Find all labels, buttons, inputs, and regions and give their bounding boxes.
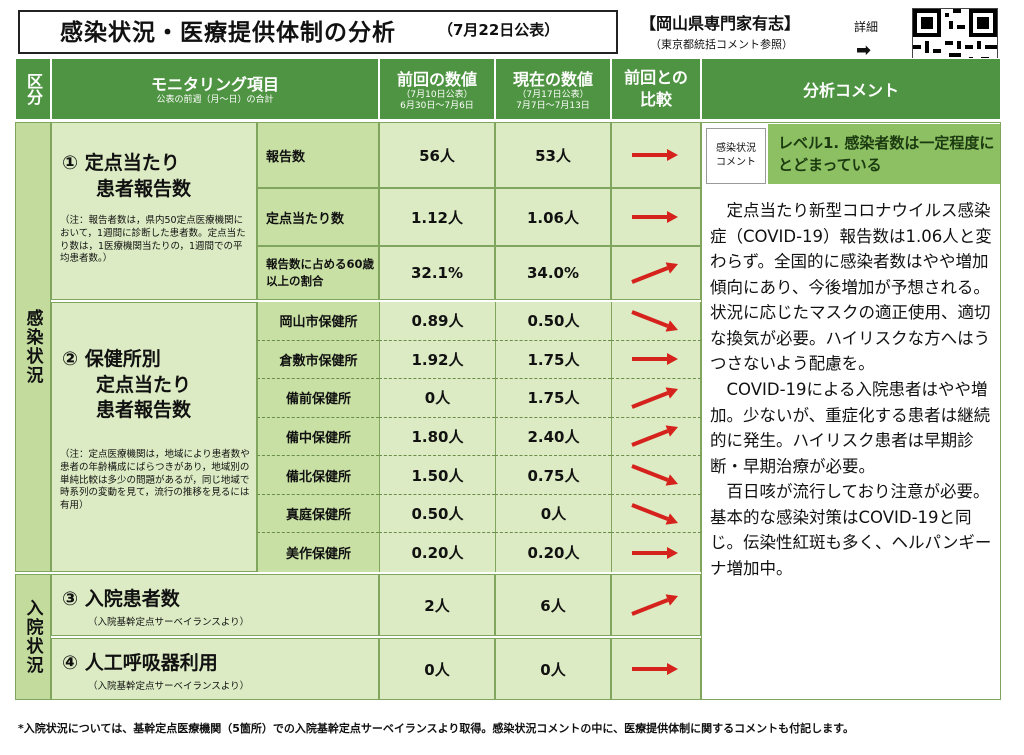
row-label: 報告数に占める60歳以上の割合 [257, 246, 379, 300]
row-label: 備北保健所 [257, 456, 379, 495]
row-curr: 0.20人 [495, 533, 611, 572]
analysis-comment: 定点当たり新型コロナウイルス感染症（COVID-19）報告数は1.06人と変わら… [710, 201, 992, 578]
row-curr: 0.75人 [495, 456, 611, 495]
row-curr: 53人 [495, 122, 611, 188]
item4-note: （入院基幹定点サーベイランスより） [88, 681, 250, 692]
item4-title: ④ 人工呼吸器利用 [62, 652, 218, 674]
row-prev: 0人 [379, 379, 495, 418]
trend-arrow-icon [611, 533, 701, 572]
row-prev: 1.50人 [379, 456, 495, 495]
trend-arrow-icon [611, 494, 701, 534]
item3-block: ③ 入院患者数 （入院基幹定点サーベイランスより） [51, 574, 379, 636]
comment-tag: 感染状況 コメント [706, 128, 766, 184]
col-curr-header: 現在の数値 （7月17日公表） 7月7日～7月13日 [495, 58, 611, 120]
item2-title2: 定点当たり [96, 373, 192, 396]
trend-arrow-icon [611, 302, 701, 341]
title-box [18, 10, 618, 54]
row-prev: 1.12人 [379, 188, 495, 246]
item2-title3: 患者報告数 [96, 399, 192, 422]
category-hospital: 入院状況 [15, 574, 51, 700]
footnote: *入院状況については、基幹定点医療機関（5箇所）での入院基幹定点サーベイランスよ… [18, 722, 854, 735]
item2-block: ② 保健所別 定点当たり 患者報告数 （注：定点医療機関は，地域により患者数や患… [51, 302, 257, 572]
row-prev: 0.20人 [379, 533, 495, 572]
row-label: 備中保健所 [257, 417, 379, 457]
row-label: 岡山市保健所 [257, 302, 379, 341]
org-sub: （東京都統括コメント参照） [650, 38, 793, 51]
row-curr: 0.50人 [495, 302, 611, 341]
item3-curr: 6人 [495, 574, 611, 636]
item3-title: ③ 入院患者数 [62, 588, 180, 610]
trend-arrow-icon [611, 188, 701, 246]
trend-arrow-icon [611, 340, 701, 380]
item2-rows: 岡山市保健所 0.89人 0.50人 倉敷市保健所 1.92人 1.75人 備前保健所 0人 1… [257, 302, 701, 572]
item3-note: （入院基幹定点サーベイランスより） [88, 617, 250, 628]
trend-arrow-icon [611, 417, 701, 457]
row-curr: 1.06人 [495, 188, 611, 246]
col-comment-header: 分析コメント [701, 58, 1001, 120]
col-item-header: モニタリング項目 公表の前週（月～日）の合計 [51, 58, 379, 120]
row-curr: 1.75人 [495, 379, 611, 418]
item3-prev: 2人 [379, 574, 495, 636]
col-compare-header: 前回との比較 [611, 58, 701, 120]
row-label: 備前保健所 [257, 379, 379, 418]
col-prev-header: 前回の数値 （7月10日公表） 6月30日～7月6日 [379, 58, 495, 120]
item2-title: ② 保健所別 [62, 348, 161, 370]
item1-rows: 報告数 56人 53人 定点当たり数 1.12人 1.06人 報告数に占める60… [257, 122, 701, 300]
item1-title2: 患者報告数 [96, 177, 192, 200]
item2-note: （注：定点医療機関は，地域により患者数や患者の年齢構成にばらつきがあり，地域別の… [60, 449, 250, 512]
item1-block: ① 定点当たり 患者報告数 （注：報告者数は，県内50定点医療機関において，1週… [51, 122, 257, 300]
arrow-right-icon[interactable]: ➡ [856, 40, 872, 61]
row-label: 定点当たり数 [257, 188, 379, 246]
level-banner: レベル1. 感染者数は一定程度にとどまっている [768, 124, 1000, 184]
row-curr: 34.0% [495, 246, 611, 300]
trend-arrow-icon [611, 574, 701, 636]
item4-curr: 0人 [495, 638, 611, 700]
row-curr: 0人 [495, 494, 611, 534]
trend-arrow-icon [611, 456, 701, 495]
trend-arrow-icon [611, 638, 701, 700]
row-label: 美作保健所 [257, 533, 379, 572]
row-curr: 1.75人 [495, 340, 611, 380]
col-category-header: 区分 [15, 58, 51, 120]
trend-arrow-icon [611, 122, 701, 188]
row-curr: 2.40人 [495, 417, 611, 457]
row-label: 倉敷市保健所 [257, 340, 379, 380]
page-title: 感染状況・医療提供体制の分析 [60, 20, 396, 46]
detail-label[interactable]: 詳細 [854, 20, 879, 34]
row-label: 報告数 [257, 122, 379, 188]
category-infection: 感染状況 [15, 122, 51, 572]
item1-note: （注：報告者数は，県内50定点医療機関において，1週間に診断した患者数。定点当た… [60, 215, 246, 265]
row-label: 真庭保健所 [257, 494, 379, 534]
row-prev: 0.50人 [379, 494, 495, 534]
row-prev: 0.89人 [379, 302, 495, 341]
row-prev: 1.92人 [379, 340, 495, 380]
org-name: 【岡山県専門家有志】 [640, 14, 801, 33]
publish-date: （7月22日公表） [438, 21, 560, 39]
row-prev: 1.80人 [379, 417, 495, 457]
row-prev: 56人 [379, 122, 495, 188]
trend-arrow-icon [611, 246, 701, 300]
trend-arrow-icon [611, 379, 701, 418]
item1-title: ① 定点当たり [62, 152, 180, 174]
item4-prev: 0人 [379, 638, 495, 700]
row-prev: 32.1% [379, 246, 495, 300]
item4-block: ④ 人工呼吸器利用 （入院基幹定点サーベイランスより） [51, 638, 379, 700]
comment-column [701, 122, 1001, 700]
